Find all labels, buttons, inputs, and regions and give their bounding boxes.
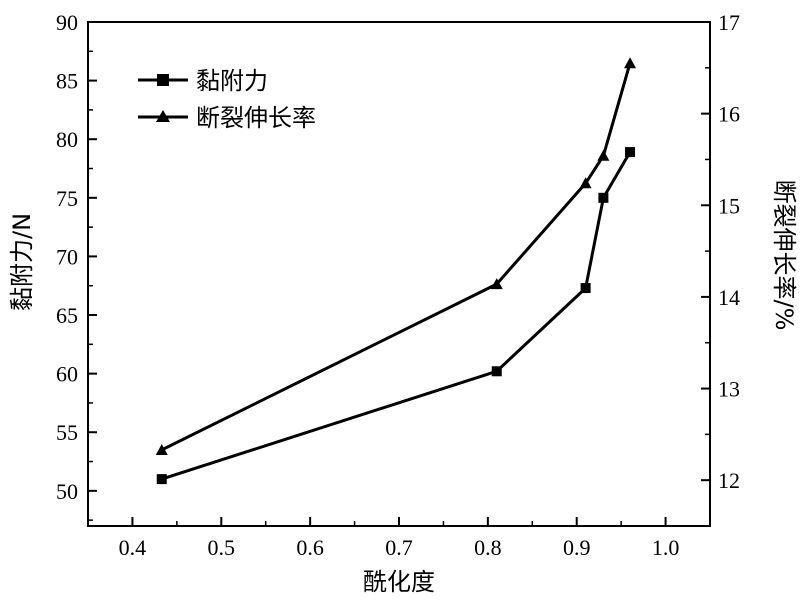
- legend-item-elongation: 断裂伸长率: [138, 104, 316, 132]
- y-left-tick-label-4: 70: [56, 244, 78, 269]
- x-axis-title: 酰化度: [363, 568, 435, 596]
- point-adhesion-4: [625, 147, 636, 158]
- y-axis-left-title: 黏附力/N: [8, 213, 36, 311]
- y-axis-right: 12 13 14 15 16 17: [701, 10, 740, 527]
- y-left-tick-label-8: 90: [56, 10, 78, 35]
- point-elongation-4: [624, 57, 637, 69]
- point-elongation-2: [579, 177, 592, 189]
- y-right-tick-label-2: 14: [718, 285, 740, 310]
- y-left-tick-label-2: 60: [56, 362, 78, 387]
- y-right-tick-label-0: 12: [718, 468, 740, 493]
- series-line-adhesion: [161, 151, 632, 481]
- legend-item-adhesion: 黏附力: [138, 67, 268, 95]
- plot-frame: [87, 21, 711, 527]
- x-tick-label-4: 0.8: [474, 535, 502, 560]
- y-left-tick-label-1: 55: [56, 420, 78, 445]
- point-elongation-1: [490, 278, 503, 290]
- x-tick-label-0: 0.4: [119, 535, 147, 560]
- x-tick-label-2: 0.6: [296, 535, 324, 560]
- y-left-tick-label-3: 65: [56, 303, 78, 328]
- point-adhesion-1: [491, 366, 502, 377]
- x-tick-label-5: 0.9: [563, 535, 591, 560]
- y-axis-right-title: 断裂伸长率/%: [770, 180, 798, 331]
- point-elongation-0: [155, 443, 168, 455]
- x-tick-label-1: 0.5: [208, 535, 236, 560]
- legend-marker-square: [157, 74, 169, 86]
- legend-marker-triangle: [156, 110, 170, 122]
- y-left-tick-label-0: 50: [56, 479, 78, 504]
- y-right-tick-label-3: 15: [718, 193, 740, 218]
- legend: 黏附力 断裂伸长率: [138, 67, 316, 132]
- x-axis: 0.4 0.5 0.6 0.7 0.8 0.9 1.0: [87, 517, 711, 560]
- point-adhesion-2: [580, 283, 591, 294]
- y-left-tick-label-6: 80: [56, 127, 78, 152]
- point-adhesion-0: [156, 474, 167, 485]
- y-right-tick-label-5: 17: [718, 10, 740, 35]
- x-tick-label-3: 0.7: [385, 535, 413, 560]
- plot-area-border: [87, 21, 711, 527]
- point-elongation-3: [597, 149, 610, 161]
- y-right-tick-label-4: 16: [718, 102, 740, 127]
- legend-label-adhesion: 黏附力: [196, 67, 268, 95]
- y-axis-left: 50 55 60 65 70 75 80 85 90: [56, 10, 97, 521]
- y-left-tick-label-7: 85: [56, 69, 78, 94]
- series-layer: [155, 57, 637, 485]
- legend-label-elongation: 断裂伸长率: [196, 104, 316, 132]
- y-left-tick-label-5: 75: [56, 186, 78, 211]
- point-adhesion-3: [598, 192, 609, 203]
- x-tick-label-6: 1.0: [652, 535, 680, 560]
- y-right-tick-label-1: 13: [718, 377, 740, 402]
